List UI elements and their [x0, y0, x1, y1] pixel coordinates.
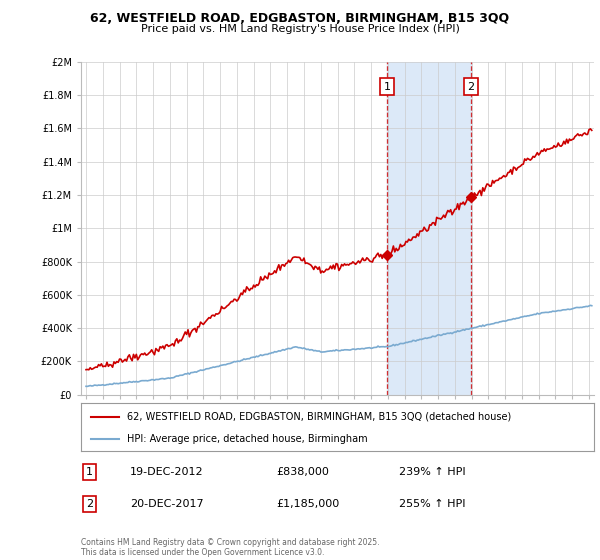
Text: 239% ↑ HPI: 239% ↑ HPI [399, 467, 466, 477]
Text: 2: 2 [467, 82, 475, 92]
Text: 1: 1 [384, 82, 391, 92]
Text: 2: 2 [86, 499, 93, 509]
Text: Price paid vs. HM Land Registry's House Price Index (HPI): Price paid vs. HM Land Registry's House … [140, 24, 460, 34]
Text: 19-DEC-2012: 19-DEC-2012 [130, 467, 203, 477]
Text: 20-DEC-2017: 20-DEC-2017 [130, 499, 203, 509]
Text: £838,000: £838,000 [276, 467, 329, 477]
Text: 1: 1 [86, 467, 93, 477]
Text: 62, WESTFIELD ROAD, EDGBASTON, BIRMINGHAM, B15 3QQ: 62, WESTFIELD ROAD, EDGBASTON, BIRMINGHA… [91, 12, 509, 25]
Text: Contains HM Land Registry data © Crown copyright and database right 2025.
This d: Contains HM Land Registry data © Crown c… [81, 538, 380, 557]
Text: 62, WESTFIELD ROAD, EDGBASTON, BIRMINGHAM, B15 3QQ (detached house): 62, WESTFIELD ROAD, EDGBASTON, BIRMINGHA… [127, 412, 511, 422]
Text: £1,185,000: £1,185,000 [276, 499, 339, 509]
Text: 255% ↑ HPI: 255% ↑ HPI [399, 499, 466, 509]
Bar [387, 62, 471, 395]
Text: HPI: Average price, detached house, Birmingham: HPI: Average price, detached house, Birm… [127, 434, 368, 444]
